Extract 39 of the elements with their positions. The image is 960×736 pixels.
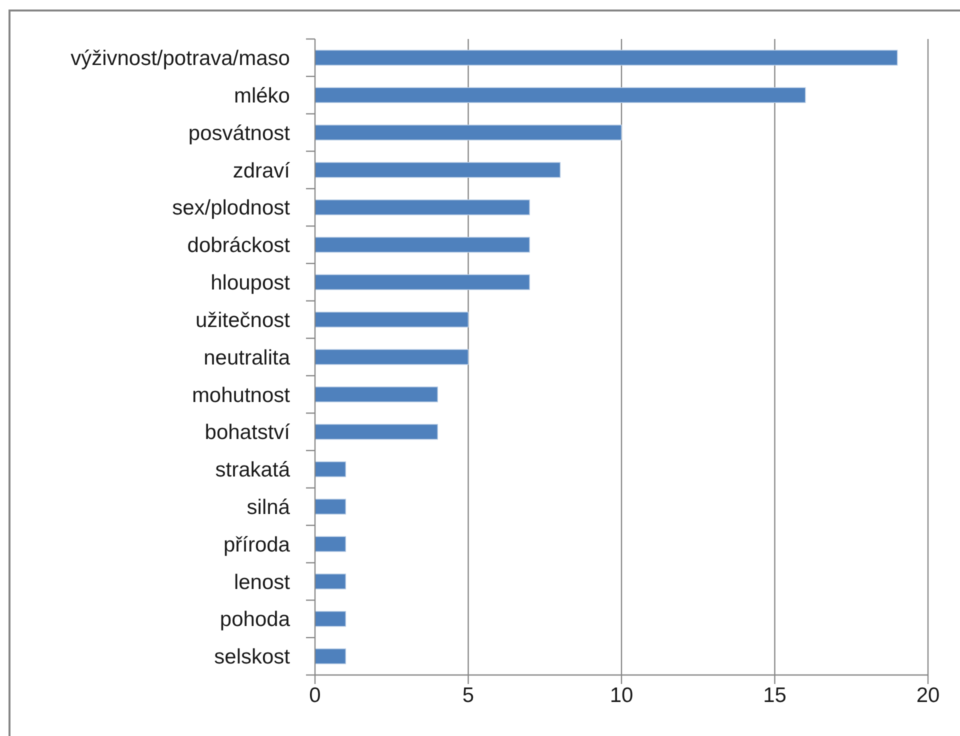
y-tick-label: posvátnost (188, 122, 290, 145)
bar (314, 312, 469, 328)
bar (314, 199, 530, 216)
y-tick-label: výživnost/potrava/maso (70, 47, 290, 70)
y-tick-label: dobráckost (187, 234, 290, 258)
bar (314, 424, 438, 440)
x-tick-label: 10 (610, 684, 634, 707)
y-tick-label: strakatá (215, 458, 290, 482)
bar (314, 461, 346, 478)
x-tick-label: 0 (309, 684, 321, 707)
bar (314, 236, 530, 253)
bar (314, 274, 530, 290)
y-tick-label: mohutnost (192, 384, 290, 407)
bar (314, 536, 346, 552)
bar (314, 386, 438, 402)
y-tick-label: bohatství (204, 421, 290, 444)
bar (314, 648, 346, 664)
y-tick-label: příroda (223, 533, 290, 556)
y-tick-label: silná (246, 496, 290, 519)
bar (314, 50, 898, 66)
bar (314, 574, 346, 590)
y-tick-label: hloupost (210, 272, 290, 295)
y-tick-label: pohoda (220, 608, 290, 632)
bar (314, 87, 806, 103)
y-tick-label: neutralita (204, 346, 290, 370)
y-tick-label: užitečnost (195, 308, 290, 332)
x-tick-label: 20 (916, 684, 940, 707)
x-tick-label: 15 (763, 684, 786, 707)
bar (314, 349, 469, 365)
bar (314, 611, 346, 627)
y-tick-label: sex/plodnost (172, 196, 290, 220)
bar (314, 162, 561, 178)
bar (314, 498, 346, 515)
bar (314, 124, 622, 140)
y-tick-label: selskost (214, 646, 290, 669)
y-tick-label: lenost (234, 570, 290, 594)
y-tick-label: mléko (234, 84, 290, 108)
x-tick-label: 5 (462, 684, 474, 707)
y-tick-label: zdraví (232, 159, 290, 182)
